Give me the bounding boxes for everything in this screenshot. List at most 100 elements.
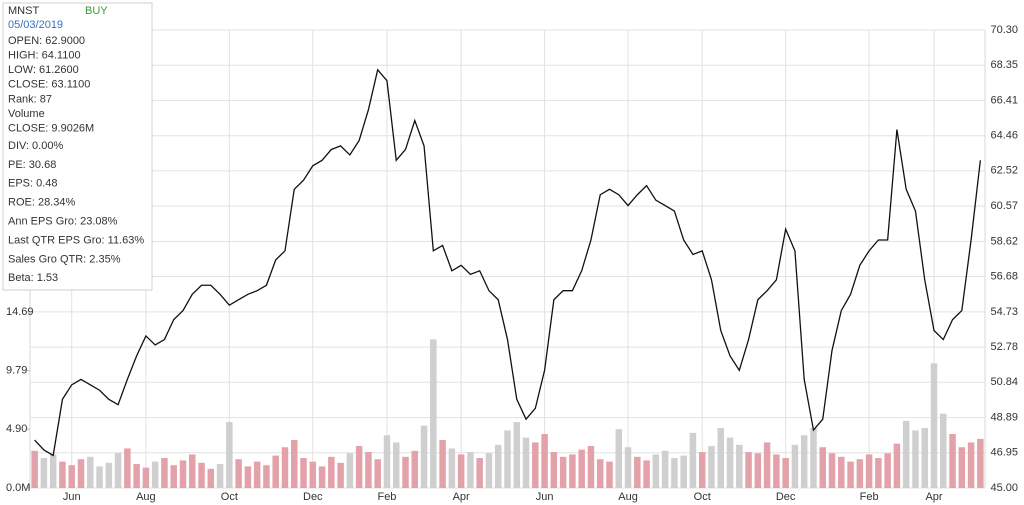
- volume-bar: [198, 462, 205, 488]
- volume-bar: [930, 363, 938, 488]
- volume-bar: [810, 428, 817, 488]
- volume-bar: [272, 455, 279, 488]
- volume-bar: [661, 450, 669, 488]
- volume-bar: [291, 440, 298, 488]
- volume-bar: [114, 453, 122, 488]
- volume-bar: [634, 456, 641, 488]
- volume-bar: [532, 442, 539, 488]
- volume-bar: [430, 339, 437, 488]
- volume-bar: [856, 459, 864, 488]
- volume-bar: [643, 460, 650, 488]
- info-row: Rank: 87: [8, 93, 52, 105]
- volume-bar: [708, 446, 715, 488]
- volume-bar: [124, 448, 131, 488]
- volume-bar: [133, 464, 140, 488]
- volume-bar: [800, 435, 808, 488]
- volume-tick-label: 14.69: [6, 306, 34, 318]
- volume-bar: [300, 458, 307, 488]
- volume-bar: [791, 444, 799, 488]
- info-stat: ROE: 28.34%: [8, 197, 75, 209]
- x-tick-label: Jun: [63, 491, 81, 503]
- volume-bar: [142, 467, 150, 488]
- info-row: CLOSE: 9.9026M: [8, 123, 94, 135]
- info-row: OPEN: 62.9000: [8, 35, 85, 47]
- volume-bar: [374, 459, 381, 488]
- labels: 70.30 68.35 66.41 64.46 62.52 60.57 58.62 56.68…: [6, 24, 1018, 503]
- volume-bar: [49, 454, 57, 488]
- volume-bar: [68, 465, 75, 488]
- x-tick-label: Apr: [925, 491, 942, 503]
- x-tick-label: Oct: [694, 491, 711, 503]
- volume-bar: [736, 444, 743, 488]
- volume-bar: [828, 453, 836, 488]
- y-tick-label: 56.68: [990, 270, 1018, 282]
- date: 05/03/2019: [8, 19, 63, 31]
- volume-bar: [411, 450, 419, 488]
- y-tick-label: 46.95: [990, 447, 1018, 459]
- volume-bar: [365, 452, 372, 488]
- volume-bar: [263, 465, 270, 488]
- volume-bar: [958, 447, 966, 488]
- volume-tick-label: 4.90: [6, 423, 27, 435]
- info-row: CLOSE: 63.1100: [8, 79, 90, 91]
- info-stat: Beta: 1.53: [8, 272, 58, 284]
- y-tick-label: 58.62: [990, 235, 1018, 247]
- price: [34, 68, 982, 457]
- volume-bar: [754, 453, 762, 488]
- volume-bar: [448, 448, 456, 488]
- volume-bar: [671, 458, 678, 488]
- volume-bar: [309, 461, 317, 488]
- info-row: HIGH: 64.1100: [8, 50, 81, 62]
- volume-bar: [717, 428, 724, 488]
- price-line: [34, 68, 982, 457]
- grid: [30, 29, 985, 489]
- volume-bar: [522, 437, 530, 488]
- info-stat: DIV: 0.00%: [8, 140, 63, 152]
- volume-bar: [151, 461, 159, 488]
- volume-bar: [318, 466, 326, 488]
- info-row: LOW: 61.2600: [8, 64, 79, 76]
- volume-bar: [921, 428, 928, 488]
- volume-bar: [884, 453, 891, 488]
- volume-bar: [912, 430, 919, 488]
- volume-bar: [392, 442, 400, 488]
- volume-bar: [504, 430, 511, 488]
- volume-bar: [355, 446, 363, 488]
- volume-bar: [59, 461, 66, 488]
- info-stat: PE: 30.68: [8, 159, 56, 171]
- volume-bar: [902, 420, 910, 488]
- volume-bar: [875, 458, 882, 488]
- x-tick-label: Jun: [536, 491, 554, 503]
- volume-bar: [819, 447, 826, 488]
- volume-bar: [559, 456, 567, 488]
- info-row: Volume: [8, 108, 45, 120]
- volume-bar: [596, 459, 604, 488]
- volume-bar: [949, 434, 956, 488]
- volume-bar: [170, 465, 177, 488]
- x-tick-label: Aug: [136, 491, 156, 503]
- y-tick-label: 70.30: [990, 24, 1018, 36]
- volume-bar: [763, 442, 771, 488]
- volume-bar: [87, 456, 94, 488]
- volume-bar: [893, 443, 901, 488]
- volume-bar: [420, 425, 428, 488]
- volume-bar: [105, 462, 113, 488]
- x-tick-label: Feb: [377, 491, 396, 503]
- info-stat: EPS: 0.48: [8, 178, 58, 190]
- y-tick-label: 68.35: [990, 59, 1018, 71]
- volume-bar: [838, 456, 845, 488]
- volume-bar: [578, 449, 585, 488]
- volume-bar: [457, 454, 465, 488]
- y-tick-label: 60.57: [990, 200, 1018, 212]
- volume-bar: [494, 444, 502, 488]
- y-tick-label: 50.84: [990, 376, 1018, 388]
- x-tick-label: Feb: [860, 491, 879, 503]
- volume-bar: [550, 452, 558, 488]
- info-stat: Last QTR EPS Gro: 11.63%: [8, 234, 144, 246]
- volume-bar: [977, 438, 984, 488]
- volume-bar: [726, 437, 734, 488]
- volume-bar: [346, 453, 354, 488]
- volume-bar: [179, 460, 187, 488]
- volume-bar: [773, 454, 780, 488]
